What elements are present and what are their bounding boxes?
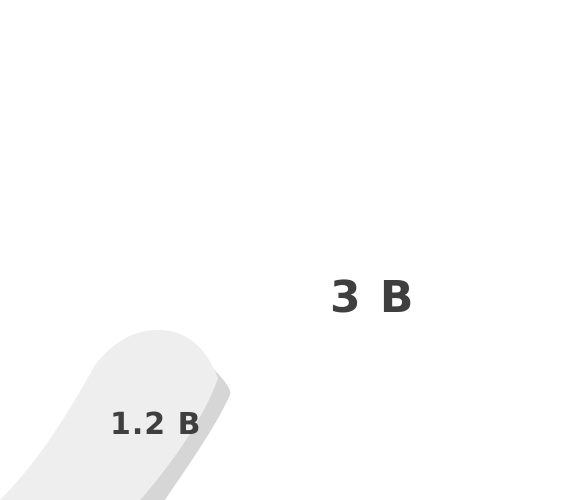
curved-shape-fill bbox=[0, 330, 218, 500]
large-value-label: 3 B bbox=[330, 272, 416, 323]
curved-shape-shadow bbox=[140, 365, 231, 500]
small-value-label: 1.2 B bbox=[110, 407, 202, 442]
